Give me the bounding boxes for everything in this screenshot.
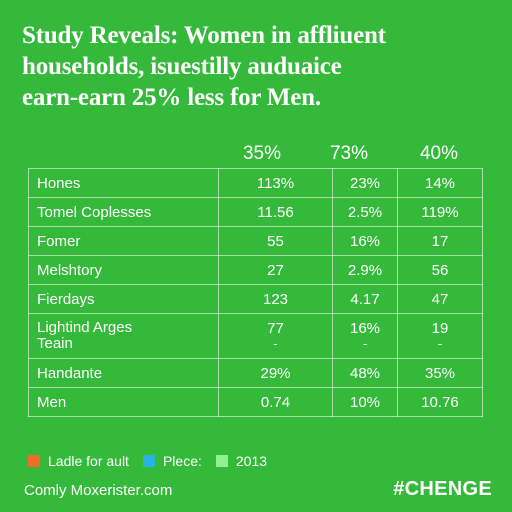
column-header-3: 40% [419,143,459,164]
cell-subvalue: - [362,336,368,351]
headline: Study Reveals: Women in affliuent househ… [22,20,492,113]
headline-line-1: Study Reveals: Women in affliuent [22,22,386,49]
table-row: Handante 29% 48% 35% [28,358,483,388]
table-cell: 55 [218,226,333,256]
table-cell: 2.9% [332,255,398,285]
cell-subvalue: - [437,336,443,351]
table-cell: 17 [397,226,483,256]
row-label: Men [28,387,219,417]
row-label: Tomel Coplesses [28,197,219,227]
legend-label: Ladle for ault [48,453,129,469]
table-cell: 123 [218,284,333,314]
legend-label: 2013 [235,453,268,469]
column-header-1: 35% [242,143,282,164]
row-label-line-1: Lightind Arges [37,319,133,336]
table-cell: 10% [332,387,398,417]
table-row: Lightind Arges Teain 77 - 16% - 19 - [28,313,483,359]
cell-value: 16% [349,320,381,337]
table-cell: 16% [332,226,398,256]
cell-value: 77 [267,320,284,337]
table-cell: 0.74 [218,387,333,417]
row-label-line-2: Teain [37,335,73,352]
table-cell: 27 [218,255,333,285]
data-table: Hones 113% 23% 14% Tomel Coplesses 11.56… [28,168,483,417]
table-cell: 11.56 [218,197,333,227]
row-label: Fierdays [28,284,219,314]
table-row: Tomel Coplesses 11.56 2.5% 119% [28,197,483,227]
row-label: Handante [28,358,219,388]
table-cell: 16% - [332,313,398,359]
row-label: Hones [28,168,219,198]
table-cell: 113% [218,168,333,198]
table-cell: 10.76 [397,387,483,417]
table-cell: 56 [397,255,483,285]
legend: Ladle for ault Plece: 2013 [28,453,281,469]
legend-item: Plece: [142,453,202,469]
table-row: Hones 113% 23% 14% [28,168,483,198]
table-row: Men 0.74 10% 10.76 [28,387,483,417]
row-label: Melshtory [28,255,219,285]
table-cell: 2.5% [332,197,398,227]
row-label: Lightind Arges Teain [28,313,219,359]
legend-swatch-blue [142,455,155,467]
column-header-2: 73% [329,143,369,164]
table-row: Fierdays 123 4.17 47 [28,284,483,314]
headline-line-2: households, isuestilly auduaice [22,53,342,80]
row-label: Fomer [28,226,219,256]
table-cell: 14% [397,168,483,198]
table-row: Fomer 55 16% 17 [28,226,483,256]
table-cell: 77 - [218,313,333,359]
legend-swatch-orange [28,455,40,467]
table-cell: 119% [397,197,483,227]
cell-subvalue: - [273,336,278,351]
hashtag-brand: #CHENGE [393,478,492,500]
table-cell: 4.17 [332,284,398,314]
table-cell: 29% [218,358,333,388]
table-cell: 35% [397,358,483,388]
headline-line-3: earn-earn 25% less for Men. [22,84,321,111]
legend-item: 2013 [215,453,268,469]
cell-value: 19 [431,320,449,337]
table-cell: 48% [332,358,398,388]
legend-swatch-light-green [215,455,228,467]
table-cell: 19 - [397,313,483,359]
source-credit: Comly Moxerister.com [24,482,173,499]
table-row: Melshtory 27 2.9% 56 [28,255,483,285]
legend-item: Ladle for ault [28,453,129,469]
table-cell: 23% [332,168,398,198]
legend-label: Plece: [162,453,202,469]
table-cell: 47 [397,284,483,314]
